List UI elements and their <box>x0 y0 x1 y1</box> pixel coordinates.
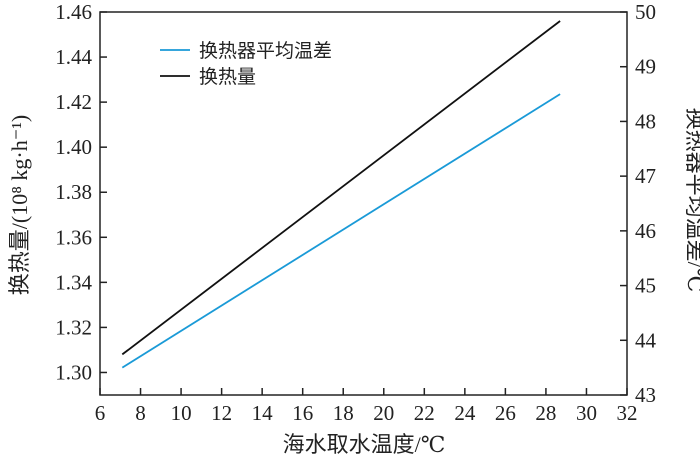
x-tick-label: 8 <box>135 401 146 425</box>
right-y-axis: 43 44 45 46 47 48 49 50 <box>620 0 657 407</box>
left-y-tick-label: 1.32 <box>55 315 92 339</box>
x-tick-label: 24 <box>454 401 476 425</box>
left-y-tick-label: 1.38 <box>55 180 92 204</box>
left-y-axis: 1.30 1.32 1.34 1.36 1.38 1.40 1.42 1.44 1.46 <box>55 0 107 384</box>
series-line-temperature-difference <box>121 93 561 369</box>
x-tick-label: 32 <box>617 401 638 425</box>
legend-label: 换热量 <box>199 66 256 88</box>
left-y-tick-label: 1.40 <box>55 135 92 159</box>
left-y-tick-label: 1.36 <box>55 225 92 249</box>
x-tick-label: 20 <box>373 401 394 425</box>
right-y-tick-label: 45 <box>635 274 656 298</box>
right-y-tick-label: 50 <box>635 0 656 24</box>
right-y-tick-label: 46 <box>635 219 656 243</box>
left-y-tick-label: 1.44 <box>55 45 92 69</box>
x-tick-label: 10 <box>171 401 192 425</box>
left-y-tick-label: 1.34 <box>55 270 92 294</box>
legend-label: 换热器平均温差 <box>199 40 332 62</box>
plot-border <box>99 11 628 396</box>
right-y-tick-label: 44 <box>635 328 657 352</box>
left-y-tick-label: 1.46 <box>55 0 92 24</box>
right-y-tick-label: 49 <box>635 55 656 79</box>
x-tick-label: 14 <box>252 401 274 425</box>
right-y-tick-label: 43 <box>635 383 656 407</box>
x-tick-label: 16 <box>292 401 313 425</box>
left-y-tick-label: 1.42 <box>55 90 92 114</box>
x-tick-label: 30 <box>576 401 597 425</box>
plot-frame <box>99 11 628 396</box>
series-lines <box>121 20 561 369</box>
right-y-axis-title: 换热器平均温差/℃ <box>683 108 700 293</box>
x-tick-label: 22 <box>414 401 435 425</box>
x-tick-label: 28 <box>535 401 556 425</box>
left-y-axis-title: 换热量/(10⁸ kg·h⁻¹) <box>7 115 32 295</box>
right-y-tick-label: 47 <box>635 164 656 188</box>
left-y-tick-label: 1.30 <box>55 360 92 384</box>
series-line-heat-duty <box>121 20 561 356</box>
x-tick-label: 6 <box>95 401 106 425</box>
x-tick-label: 26 <box>495 401 516 425</box>
x-axis: 6 8 10 12 14 16 18 20 22 24 26 28 30 32 <box>95 388 638 425</box>
x-tick-label: 18 <box>333 401 354 425</box>
x-axis-title: 海水取水温度/℃ <box>283 432 446 457</box>
x-tick-label: 12 <box>211 401 232 425</box>
right-y-tick-label: 48 <box>635 109 656 133</box>
